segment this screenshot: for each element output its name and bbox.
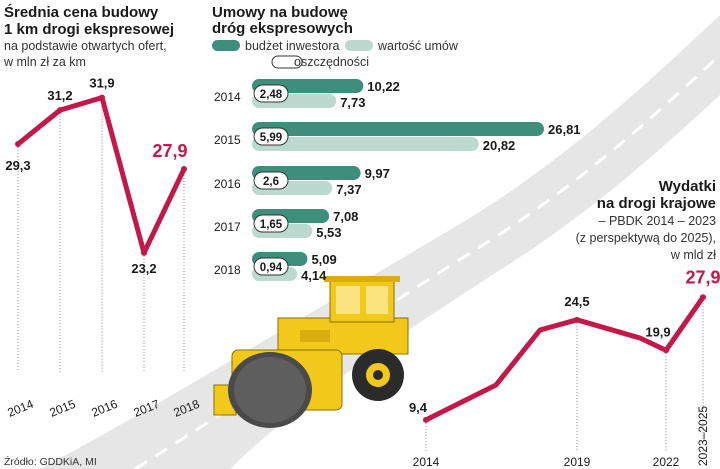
chart2-contract-label-2015: 20,82 [483,138,516,153]
chart1-label-2015: 31,2 [47,88,72,103]
chart1-point-2018 [181,166,187,173]
chart1-subtitle-line2: w mln zł za km [3,55,86,69]
legend-label-savings: oszczędności [294,55,369,69]
chart3-label-0: 9,4 [409,400,428,415]
chart2-category-2017: 2017 [214,220,241,234]
chart1-point-2015 [57,107,63,114]
chart3-label-2: 19,9 [645,324,670,339]
chart2-bar-contract-2015 [252,137,479,151]
chart3-data-labels: 9,4 24,5 19,9 27,9 [409,267,720,415]
chart1-title: Średnia cena budowy [4,3,159,21]
chart1-label-2018: 27,9 [152,141,187,161]
chart3-tick-2: 2022 [653,455,680,469]
road-roller-illustration [213,276,409,428]
chart1-label-2014: 29,3 [5,158,30,173]
chart-contracts: Umowy na budowę dróg ekspresowych budżet… [212,4,581,283]
chart1-point-2014 [15,141,21,148]
chart1-subtitle: na podstawie otwartych ofert, [4,39,167,53]
chart1-label-2016: 31,9 [89,76,114,91]
chart3-series-line [423,294,706,423]
chart1-title-line2: 1 km drogi ekspresowej [4,21,174,38]
legend-swatch-contract [345,40,373,51]
chart2-budget-label-2015: 26,81 [548,122,581,137]
chart3-title: Wydatki [659,178,716,195]
chart3-label-3: 27,9 [685,267,720,287]
chart1-drop-lines [17,97,185,372]
chart3-subtitle-line2: (z perspektywą do 2025), [576,231,716,245]
chart3-subtitle: – PBDK 2014 – 2023 [599,214,716,228]
chart3-point-3 [700,294,706,301]
chart2-savings-pill-2016 [253,171,289,190]
chart3-title-line2: na drogi krajowe [597,195,716,212]
legend-label-budget: budżet inwestora [245,39,340,53]
chart2-budget-label-2018: 5,09 [311,252,336,267]
source-note: Źródło: GDDKiA, MI [4,455,97,468]
chart3-point-2 [663,347,669,354]
chart1-tick-2015: 2015 [47,397,77,420]
chart3-tick-1: 2019 [564,455,591,469]
chart1-points [15,94,187,256]
legend-swatch-savings [271,55,303,69]
chart2-savings-label-2015: 5,99 [260,132,282,144]
chart2-savings-label-2018: 0,94 [260,262,283,274]
chart3-points [423,294,706,423]
chart1-tick-2016: 2016 [89,397,119,420]
chart2-savings-label-2014: 2,48 [260,89,283,101]
chart2-contract-label-2016: 7,37 [336,182,361,197]
chart2-savings-pill-2017 [253,214,289,233]
chart2-savings-pill-2014 [253,84,289,103]
chart2-category-2018: 2018 [214,263,241,277]
chart3-x-ticks: 2014 2019 2022 2023–2025 [413,406,710,469]
chart2-category-2014: 2014 [214,90,241,104]
chart1-point-2016 [99,94,105,101]
chart2-budget-label-2017: 7,08 [333,209,358,224]
chart2-category-2016: 2016 [214,177,241,191]
chart1-series-line [15,95,187,256]
chart3-subtitle-line3: w mld zł [670,248,716,262]
chart3-point-0 [423,416,429,423]
chart3-tick-3: 2023–2025 [696,406,710,466]
chart2-bar-budget-2015 [252,122,544,136]
chart2-savings-label-2017: 1,65 [260,219,283,231]
chart-average-price: Średnia cena budowy 1 km drogi ekspresow… [3,3,202,420]
chart3-tick-0: 2014 [413,455,440,469]
chart2-savings-pill-2015 [253,127,289,146]
chart1-label-2017: 23,2 [131,261,156,276]
chart2-title: Umowy na budowę [212,4,348,21]
chart1-tick-2014: 2014 [5,397,35,420]
chart2-bars: 2014 2,48 10,227,73 2015 5,99 26,81 20,82 2016 2… [214,79,581,283]
legend-swatch-budget [212,40,240,51]
chart2-contract-label-2018: 4,14 [301,268,327,283]
chart2-budget-label-2014: 10,22 [367,79,400,94]
chart3-drop-lines [425,297,704,452]
chart2-title-line2: dróg ekspresowych [212,20,353,37]
chart2-budget-label-2016: 9,97 [365,166,390,181]
chart3-label-1: 24,5 [564,294,589,309]
chart-national-roads: Wydatki na drogi krajowe – PBDK 2014 – 2… [409,178,720,469]
chart2-savings-label-2016: 2,6 [263,176,279,188]
chart3-point-1 [574,316,580,323]
chart2-category-2015: 2015 [214,133,241,147]
chart2-savings-pill-2018 [253,257,289,276]
legend-label-contract: wartość umów [377,39,459,53]
chart2-contract-label-2017: 5,53 [316,225,341,240]
chart1-point-2017 [141,249,147,256]
chart1-data-labels: 29,3 31,2 31,9 23,2 27,9 [5,76,187,276]
chart2-contract-label-2014: 7,73 [340,95,365,110]
